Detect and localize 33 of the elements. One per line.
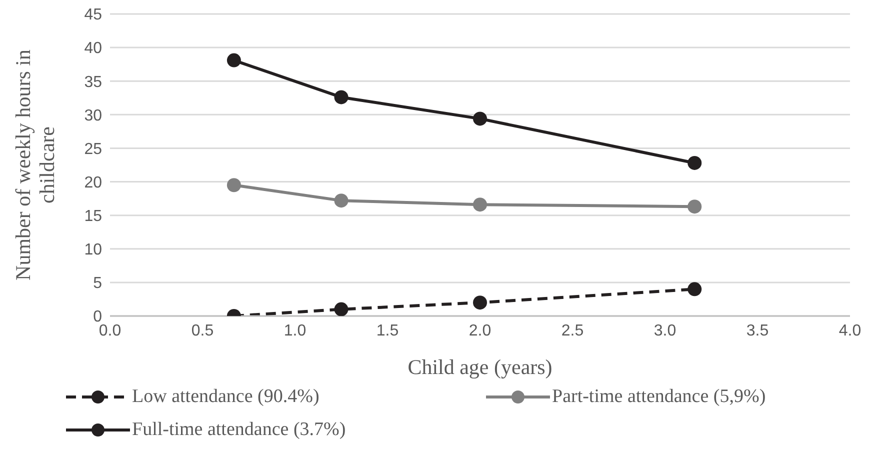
x-tick-label: 1.5 bbox=[376, 322, 399, 340]
point bbox=[473, 296, 487, 310]
legend-label: Full-time attendance (3.7%) bbox=[132, 418, 346, 440]
point bbox=[226, 178, 241, 192]
x-tick-label: 2.5 bbox=[561, 322, 584, 340]
x-tick-label: 3.0 bbox=[654, 322, 676, 340]
point bbox=[473, 112, 487, 126]
legend-label: Part-time attendance (5,9%) bbox=[552, 386, 766, 408]
point bbox=[334, 194, 348, 208]
x-tick-label: 2.0 bbox=[468, 322, 492, 340]
y-tick-label: 15 bbox=[84, 208, 102, 226]
y-tick-label: 20 bbox=[84, 174, 102, 192]
point bbox=[334, 90, 348, 104]
legend-label: Low attendance (90.4%) bbox=[132, 386, 320, 408]
x-tick-label: 0.5 bbox=[191, 322, 214, 340]
point bbox=[226, 53, 241, 68]
point bbox=[473, 198, 487, 212]
y-tick-label: 30 bbox=[84, 107, 102, 124]
y-axis-title: Number of weekly hours in childcare bbox=[11, 49, 59, 280]
x-tick-label: 4.0 bbox=[838, 322, 862, 340]
y-tick-label: 5 bbox=[93, 275, 102, 292]
y-tick-label: 25 bbox=[84, 140, 102, 158]
point bbox=[688, 156, 702, 170]
y-tick-label: 35 bbox=[84, 74, 102, 91]
point bbox=[334, 302, 348, 316]
y-tick-label: 40 bbox=[84, 40, 102, 58]
y-tick-label: 10 bbox=[84, 242, 102, 259]
x-axis-title: Child age (years) bbox=[408, 355, 552, 379]
point bbox=[688, 200, 702, 214]
y-tick-label: 45 bbox=[84, 6, 102, 24]
x-tick-label: 3.5 bbox=[746, 322, 769, 340]
point bbox=[688, 282, 702, 296]
x-tick-label: 1.0 bbox=[284, 322, 306, 340]
